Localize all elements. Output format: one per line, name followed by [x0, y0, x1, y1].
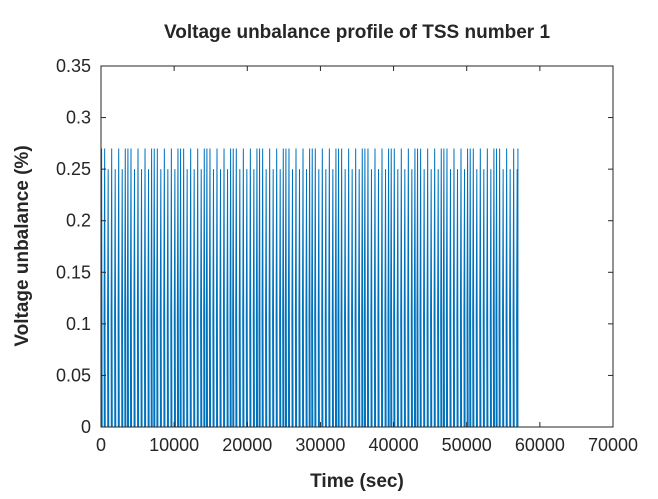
x-tick-label: 40000 — [369, 435, 419, 455]
x-axis-label: Time (sec) — [310, 471, 404, 492]
x-tick-label: 60000 — [515, 435, 565, 455]
x-tick-label: 20000 — [222, 435, 272, 455]
y-tick-label: 0.2 — [66, 211, 91, 231]
y-tick-label: 0.3 — [66, 108, 91, 128]
y-tick-label: 0.05 — [56, 365, 91, 385]
y-tick-label: 0.1 — [66, 314, 91, 334]
y-tick-label: 0.15 — [56, 262, 91, 282]
chart-title: Voltage unbalance profile of TSS number … — [164, 22, 550, 43]
x-tick-label: 30000 — [295, 435, 345, 455]
y-tick-label: 0 — [81, 417, 91, 437]
axes: 0 10000 20000 30000 40000 50000 60000 70000 0 0.0… — [56, 56, 638, 455]
x-tick-label: 70000 — [588, 435, 638, 455]
x-tick-label: 50000 — [442, 435, 492, 455]
x-tick-label: 10000 — [149, 435, 199, 455]
x-tick-label: 0 — [96, 435, 106, 455]
y-tick-label: 0.25 — [56, 159, 91, 179]
y-tick-label: 0.35 — [56, 56, 91, 76]
axes-box — [100, 65, 614, 428]
y-axis-label: Voltage unbalance (%) — [12, 145, 33, 346]
